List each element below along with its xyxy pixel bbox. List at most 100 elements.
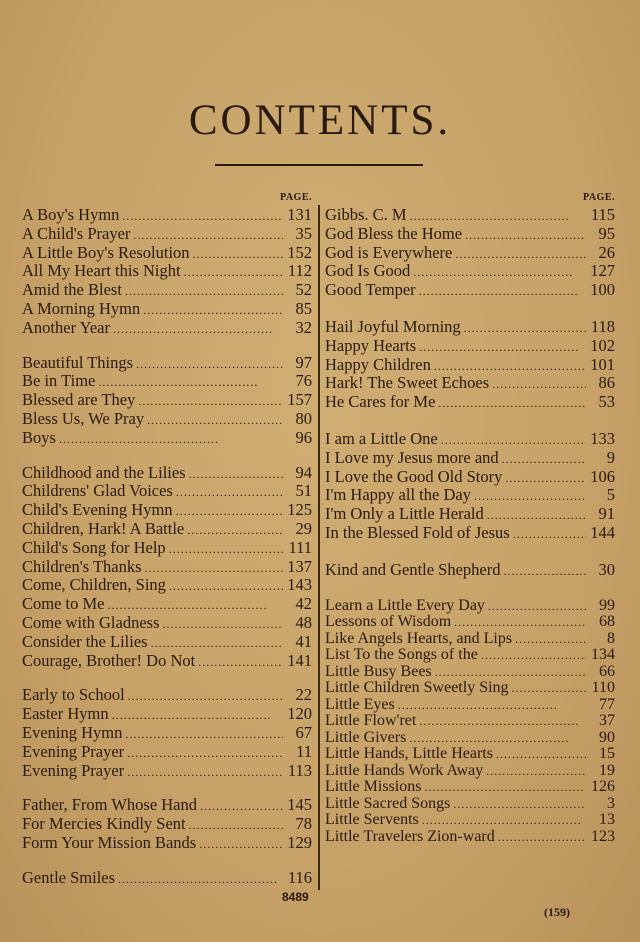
contents-entry: Early to School 22 — [22, 686, 312, 705]
entry-page: 80 — [295, 408, 313, 428]
entry-title: Hark! The Sweet Echoes — [325, 373, 490, 393]
dot-leader — [410, 206, 586, 226]
entry-title: Hail Joyful Morning — [325, 316, 461, 336]
dot-leader — [169, 539, 283, 559]
contents-entry: I Love the Good Old Story 106 — [325, 467, 615, 487]
entry-page: 35 — [295, 223, 313, 243]
contents-entry: Come, Children, Sing 143 — [22, 576, 312, 595]
contents-entry: Childhood and the Lilies 94 — [22, 462, 312, 483]
entry-title: Form Your Mission Bands — [22, 832, 197, 852]
entry-page: 86 — [598, 373, 616, 393]
contents-entry: Happy Hearts 102 — [325, 335, 615, 357]
contents-entry: Little Givers 90 — [325, 729, 615, 747]
contents-entry: Evening Prayer 113 — [22, 761, 312, 782]
dot-leader — [176, 482, 283, 502]
entry-page: 67 — [295, 722, 313, 742]
plate-number: 8489 — [282, 890, 309, 904]
entry-title: Little Sacred Songs — [325, 794, 451, 812]
contents-entry: A Morning Hymn 85 — [22, 298, 313, 319]
dot-leader — [515, 631, 586, 648]
contents-group: Hail Joyful Morning118Happy Hearts102Hap… — [325, 316, 616, 412]
entry-page: 53 — [598, 392, 616, 412]
entry-title: Little Hands, Little Hearts — [325, 745, 493, 763]
contents-entry: For Mercies Kindly Sent 78 — [22, 814, 312, 835]
page-title: CONTENTS. — [188, 97, 452, 144]
entry-title: Child's Evening Hymn — [22, 500, 173, 520]
entry-title: Courage, Brother! Do Not — [22, 650, 196, 670]
entry-page: 91 — [598, 504, 616, 524]
contents-entry: Children, Hark! A Battle 29 — [22, 518, 313, 539]
entry-title: Evening Hymn — [22, 722, 123, 742]
entry-title: Little Travelers Zion-ward — [325, 827, 495, 845]
dot-leader — [198, 652, 283, 672]
entry-title: Kind and Gentle Shepherd — [325, 559, 501, 579]
entry-title: Childhood and the Lilies — [22, 462, 186, 482]
dot-leader — [504, 561, 587, 581]
entry-title: Happy Children — [325, 354, 431, 374]
entry-title: God Bless the Home — [325, 223, 463, 243]
entry-page: 15 — [599, 745, 615, 763]
dot-leader — [498, 829, 586, 846]
dot-leader — [453, 796, 586, 813]
entry-title: All My Heart this Night — [22, 261, 181, 281]
contents-entry: All My Heart this Night 112 — [22, 262, 312, 281]
dot-leader — [419, 281, 586, 301]
contents-entry: Consider the Lilies 41 — [22, 632, 312, 653]
contents-entry: Evening Hymn 67 — [22, 722, 313, 744]
entry-page: 133 — [590, 428, 615, 448]
entry-page: 8 — [607, 629, 615, 647]
entry-title: A Boy's Hymn — [22, 205, 120, 224]
entry-page: 11 — [296, 741, 312, 761]
contents-entry: Little Sacred Songs 3 — [325, 794, 615, 813]
dot-leader — [113, 319, 283, 339]
dot-leader — [464, 318, 586, 338]
contents-entry: Childrens' Glad Voices 51 — [22, 482, 312, 501]
entry-page: 85 — [295, 298, 313, 318]
dot-leader — [147, 410, 283, 430]
entry-title: Little Servents — [325, 811, 419, 829]
entry-page: 112 — [287, 261, 312, 281]
entry-page: 116 — [287, 867, 312, 887]
entry-title: Evening Prayer — [22, 741, 125, 761]
entry-page: 77 — [599, 695, 615, 713]
dot-leader — [413, 262, 586, 282]
contents-entry: Happy Children 101 — [325, 354, 615, 375]
contents-column-left: PAGE. A Boy's Hymn131A Child's Prayer35A… — [22, 192, 312, 888]
entry-page: 137 — [287, 556, 312, 576]
entry-title: Early to School — [22, 685, 125, 705]
dot-leader — [419, 337, 586, 357]
contents-entry: Little Children Sweetly Sing 110 — [325, 680, 615, 697]
contents-entry: God is Everywhere 26 — [325, 243, 615, 263]
entry-page: 29 — [295, 518, 313, 538]
dot-leader — [454, 614, 586, 631]
entry-title: Amid the Blest — [22, 280, 122, 300]
entry-title: Learn a Little Every Day — [325, 596, 485, 614]
dot-leader — [138, 391, 283, 411]
entry-title: A Child's Prayer — [22, 223, 131, 243]
entry-title: Child's Song for Help — [22, 537, 166, 557]
contents-entry: Blessed are They 157 — [22, 390, 312, 411]
dot-leader — [496, 746, 586, 763]
entry-title: Another Year — [22, 317, 110, 337]
entry-title: Childrens' Glad Voices — [22, 481, 173, 501]
dot-leader — [189, 815, 283, 835]
dot-leader — [184, 262, 283, 282]
dot-leader — [151, 633, 283, 653]
entry-title: Come with Gladness — [22, 612, 160, 632]
entry-page: 120 — [287, 704, 312, 724]
contents-entry: Child's Evening Hymn 125 — [22, 500, 312, 520]
entry-page: 76 — [295, 371, 313, 391]
dot-leader — [424, 779, 586, 796]
dot-leader — [163, 614, 284, 634]
dot-leader — [125, 724, 283, 744]
contents-entry: Little Flow'ret 37 — [325, 713, 615, 730]
dot-leader — [127, 762, 283, 782]
entry-title: Gibbs. C. M — [325, 205, 407, 224]
contents-entry: Little Servents 13 — [325, 812, 615, 829]
entry-title: Happy Hearts — [325, 335, 417, 355]
contents-entry: Learn a Little Every Day 99 — [325, 596, 615, 615]
entry-page: 48 — [295, 612, 313, 632]
contents-entry: A Little Boy's Resolution 152 — [22, 243, 312, 263]
entry-title: Good Temper — [325, 280, 416, 300]
contents-entry: Gibbs. C. M 115 — [325, 205, 615, 226]
